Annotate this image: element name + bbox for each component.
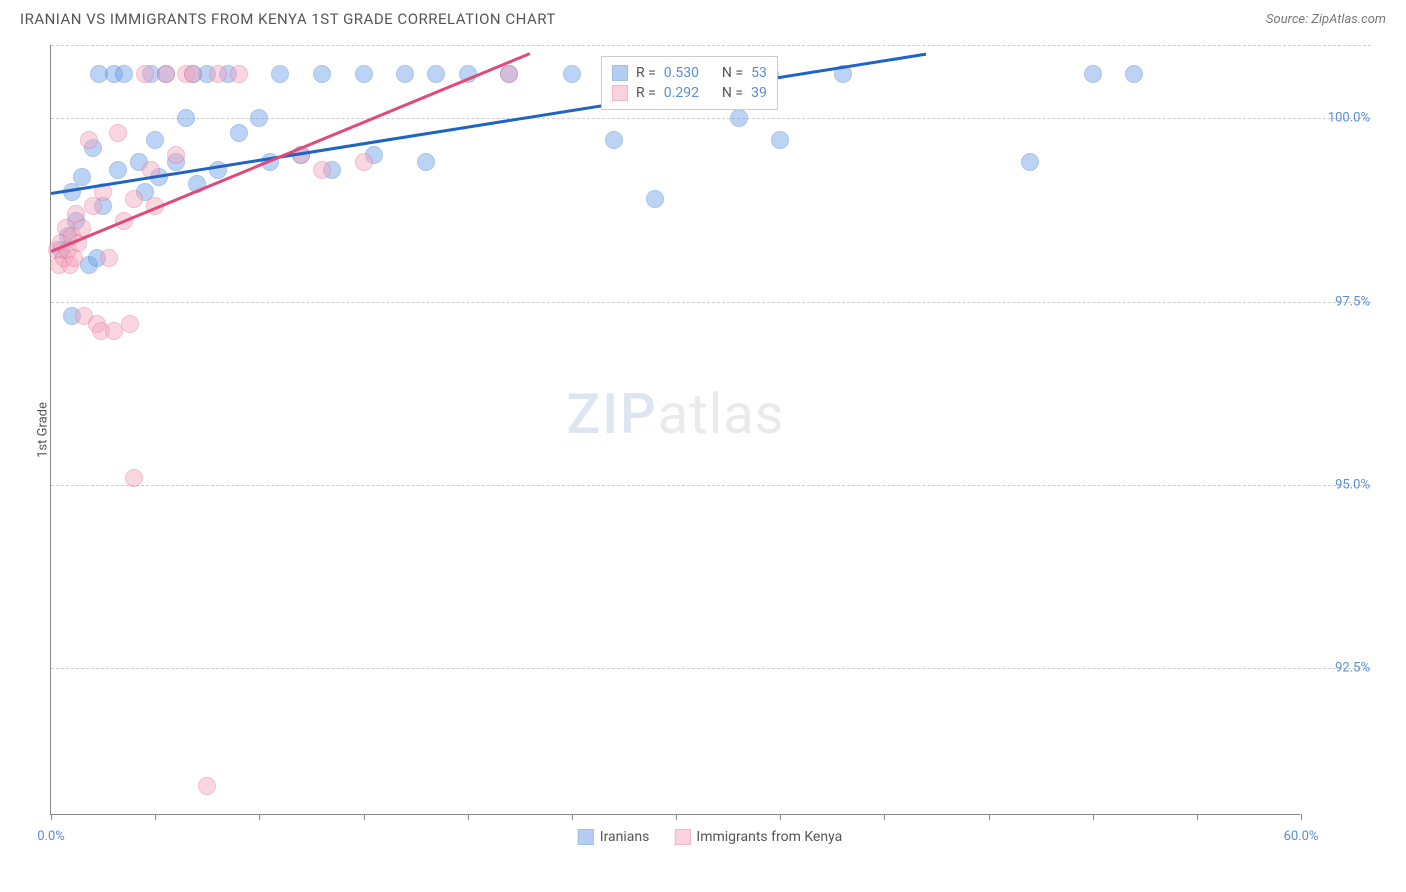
y-tick-label: 92.5% — [1310, 661, 1370, 676]
stats-row: R = 0.292 N = 39 — [612, 83, 767, 103]
scatter-point — [313, 65, 331, 83]
x-tick — [51, 814, 52, 820]
scatter-point — [100, 249, 118, 267]
scatter-point — [771, 131, 789, 149]
grid-line — [51, 118, 1371, 119]
scatter-point — [146, 131, 164, 149]
scatter-point — [563, 65, 581, 83]
legend-item-iranians: Iranians — [578, 829, 650, 845]
stats-n-value: 53 — [751, 65, 767, 81]
scatter-point — [355, 65, 373, 83]
scatter-point — [115, 65, 133, 83]
x-tick — [676, 814, 677, 820]
scatter-point — [125, 190, 143, 208]
scatter-point — [1125, 65, 1143, 83]
scatter-point — [121, 315, 139, 333]
plot-area: ZIPatlas 92.5%95.0%97.5%100.0%0.0%60.0%R… — [50, 45, 1300, 815]
y-tick-label: 100.0% — [1310, 111, 1370, 126]
grid-line — [51, 668, 1371, 669]
x-tick — [572, 814, 573, 820]
scatter-point — [73, 168, 91, 186]
y-axis-label: 1st Grade — [35, 402, 50, 458]
x-tick — [468, 814, 469, 820]
chart-title: IRANIAN VS IMMIGRANTS FROM KENYA 1ST GRA… — [20, 10, 556, 28]
grid-line — [51, 485, 1371, 486]
scatter-point — [157, 65, 175, 83]
scatter-point — [198, 777, 216, 795]
stats-n-label: N = — [722, 65, 743, 81]
x-tick — [155, 814, 156, 820]
y-tick-label: 97.5% — [1310, 294, 1370, 309]
scatter-point — [80, 131, 98, 149]
watermark-zip: ZIP — [566, 381, 657, 447]
scatter-point — [1021, 153, 1039, 171]
legend-swatch-icon — [612, 65, 628, 81]
source-attribution: Source: ZipAtlas.com — [1266, 12, 1386, 27]
legend-swatch-icon — [578, 829, 594, 845]
scatter-point — [109, 161, 127, 179]
scatter-point — [105, 322, 123, 340]
scatter-point — [167, 146, 185, 164]
grid-line — [51, 45, 1371, 46]
scatter-point — [271, 65, 289, 83]
scatter-point — [427, 65, 445, 83]
stats-r-label: R = — [636, 65, 656, 81]
legend-label: Immigrants from Kenya — [696, 829, 842, 845]
x-tick — [364, 814, 365, 820]
chart-container: 1st Grade ZIPatlas 92.5%95.0%97.5%100.0%… — [50, 45, 1370, 815]
scatter-point — [355, 153, 373, 171]
scatter-point — [417, 153, 435, 171]
watermark-atlas: atlas — [658, 381, 785, 447]
x-tick — [1093, 814, 1094, 820]
scatter-point — [605, 131, 623, 149]
y-tick-label: 95.0% — [1310, 478, 1370, 493]
legend-swatch-icon — [612, 85, 628, 101]
watermark: ZIPatlas — [566, 381, 784, 447]
x-tick — [780, 814, 781, 820]
x-tick — [1197, 814, 1198, 820]
scatter-point — [230, 124, 248, 142]
bottom-legend: Iranians Immigrants from Kenya — [578, 829, 842, 845]
scatter-point — [136, 65, 154, 83]
stats-n-label: N = — [722, 85, 743, 101]
scatter-point — [109, 124, 127, 142]
scatter-point — [500, 65, 518, 83]
x-tick — [884, 814, 885, 820]
legend-swatch-icon — [674, 829, 690, 845]
stats-r-label: R = — [636, 85, 656, 101]
x-tick-label: 0.0% — [37, 829, 65, 844]
scatter-point — [646, 190, 664, 208]
stats-r-value: 0.292 — [664, 85, 699, 101]
stats-r-value: 0.530 — [664, 65, 699, 81]
grid-line — [51, 302, 1371, 303]
scatter-point — [730, 109, 748, 127]
x-tick — [259, 814, 260, 820]
scatter-point — [177, 109, 195, 127]
stats-n-value: 39 — [751, 85, 767, 101]
stats-row: R = 0.530 N = 53 — [612, 63, 767, 83]
stats-box: R = 0.530 N = 53 R = 0.292 N = 39 — [601, 56, 778, 110]
scatter-point — [313, 161, 331, 179]
scatter-point — [250, 109, 268, 127]
scatter-point — [209, 65, 227, 83]
x-tick — [1301, 814, 1302, 820]
scatter-point — [1084, 65, 1102, 83]
legend-item-kenya: Immigrants from Kenya — [674, 829, 842, 845]
scatter-point — [184, 65, 202, 83]
scatter-point — [230, 65, 248, 83]
scatter-point — [125, 469, 143, 487]
x-tick — [989, 814, 990, 820]
scatter-point — [396, 65, 414, 83]
legend-label: Iranians — [600, 829, 650, 845]
x-tick-label: 60.0% — [1284, 829, 1319, 844]
